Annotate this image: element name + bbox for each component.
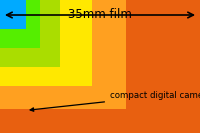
Bar <box>0 0 126 109</box>
Text: compact digital camera: compact digital camera <box>30 91 200 111</box>
Bar <box>0 0 92 86</box>
Text: 35mm film: 35mm film <box>68 8 132 21</box>
Bar <box>0 0 26 29</box>
Bar <box>0 0 60 66</box>
Bar <box>0 0 40 48</box>
